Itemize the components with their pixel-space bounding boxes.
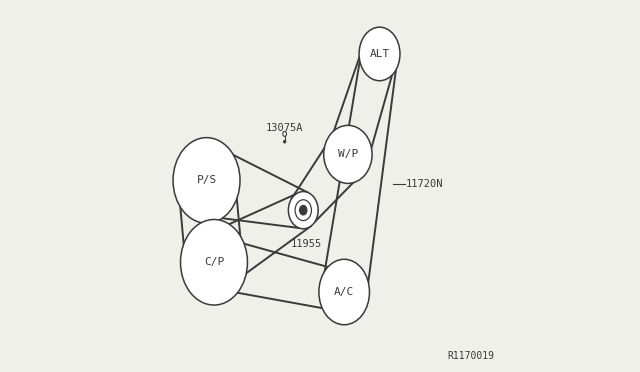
Text: W/P: W/P xyxy=(338,150,358,159)
Ellipse shape xyxy=(180,219,248,305)
Ellipse shape xyxy=(359,27,400,81)
Text: P/S: P/S xyxy=(196,176,217,185)
Text: ALT: ALT xyxy=(369,49,390,59)
Ellipse shape xyxy=(300,205,307,215)
Text: 11955: 11955 xyxy=(291,239,321,248)
Ellipse shape xyxy=(284,141,286,143)
Text: C/P: C/P xyxy=(204,257,224,267)
Ellipse shape xyxy=(283,132,287,137)
Ellipse shape xyxy=(319,259,369,325)
Text: A/C: A/C xyxy=(334,287,355,297)
Ellipse shape xyxy=(289,192,318,229)
Text: R1170019: R1170019 xyxy=(448,351,495,361)
Text: 11720N: 11720N xyxy=(406,179,443,189)
Ellipse shape xyxy=(173,138,240,223)
Text: 13075A: 13075A xyxy=(266,124,303,133)
Ellipse shape xyxy=(295,200,312,221)
Ellipse shape xyxy=(324,125,372,183)
